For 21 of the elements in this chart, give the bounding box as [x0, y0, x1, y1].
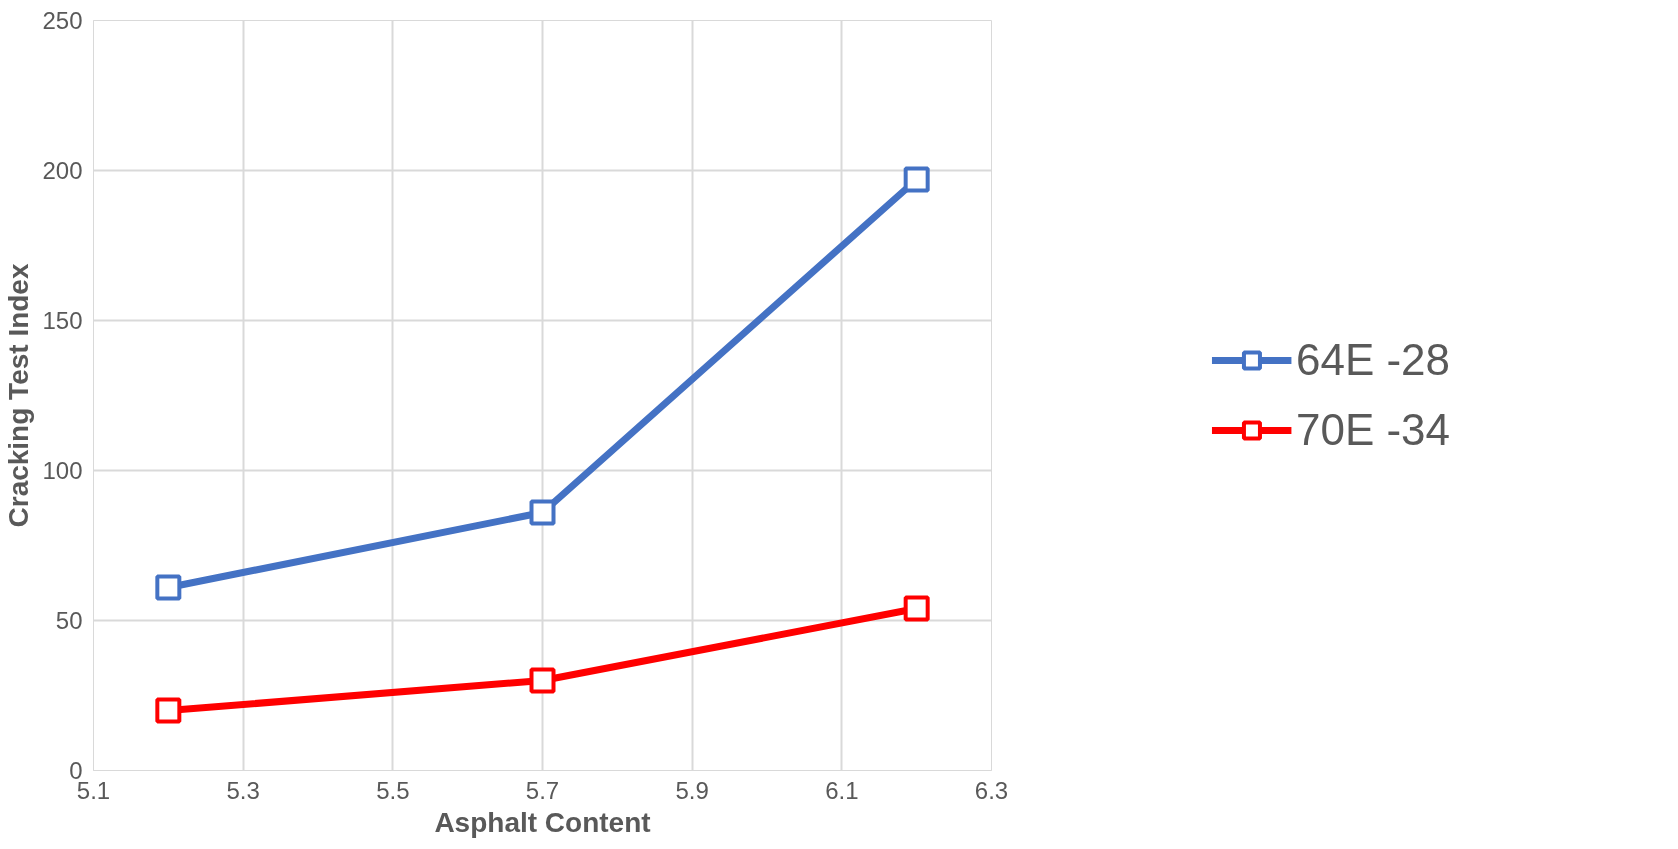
legend-label: 64E -28 [1295, 335, 1451, 385]
y-tick-label: 150 [42, 307, 83, 334]
point [155, 574, 182, 601]
point [529, 667, 556, 694]
x-tick-label: 5.5 [376, 776, 410, 804]
x-tick-label: 5.7 [525, 776, 560, 804]
x-tick-label: 5.9 [675, 776, 709, 804]
x-axis-title: Asphalt Content [434, 806, 651, 838]
point [903, 595, 930, 622]
point [903, 166, 930, 193]
point [529, 499, 556, 526]
x-tick-label: 5.3 [226, 776, 260, 804]
legend-label: 70E -34 [1295, 405, 1451, 455]
x-tick-label: 6.1 [825, 776, 859, 804]
x-tick-label: 6.3 [974, 776, 1009, 804]
y-tick-label: 50 [55, 607, 83, 634]
y-tick-label: 200 [42, 157, 83, 184]
point [155, 697, 182, 724]
y-tick-label: 100 [42, 457, 83, 484]
y-tick-label: 250 [42, 7, 83, 34]
y-axis-title: Cracking Test Index [3, 263, 35, 528]
